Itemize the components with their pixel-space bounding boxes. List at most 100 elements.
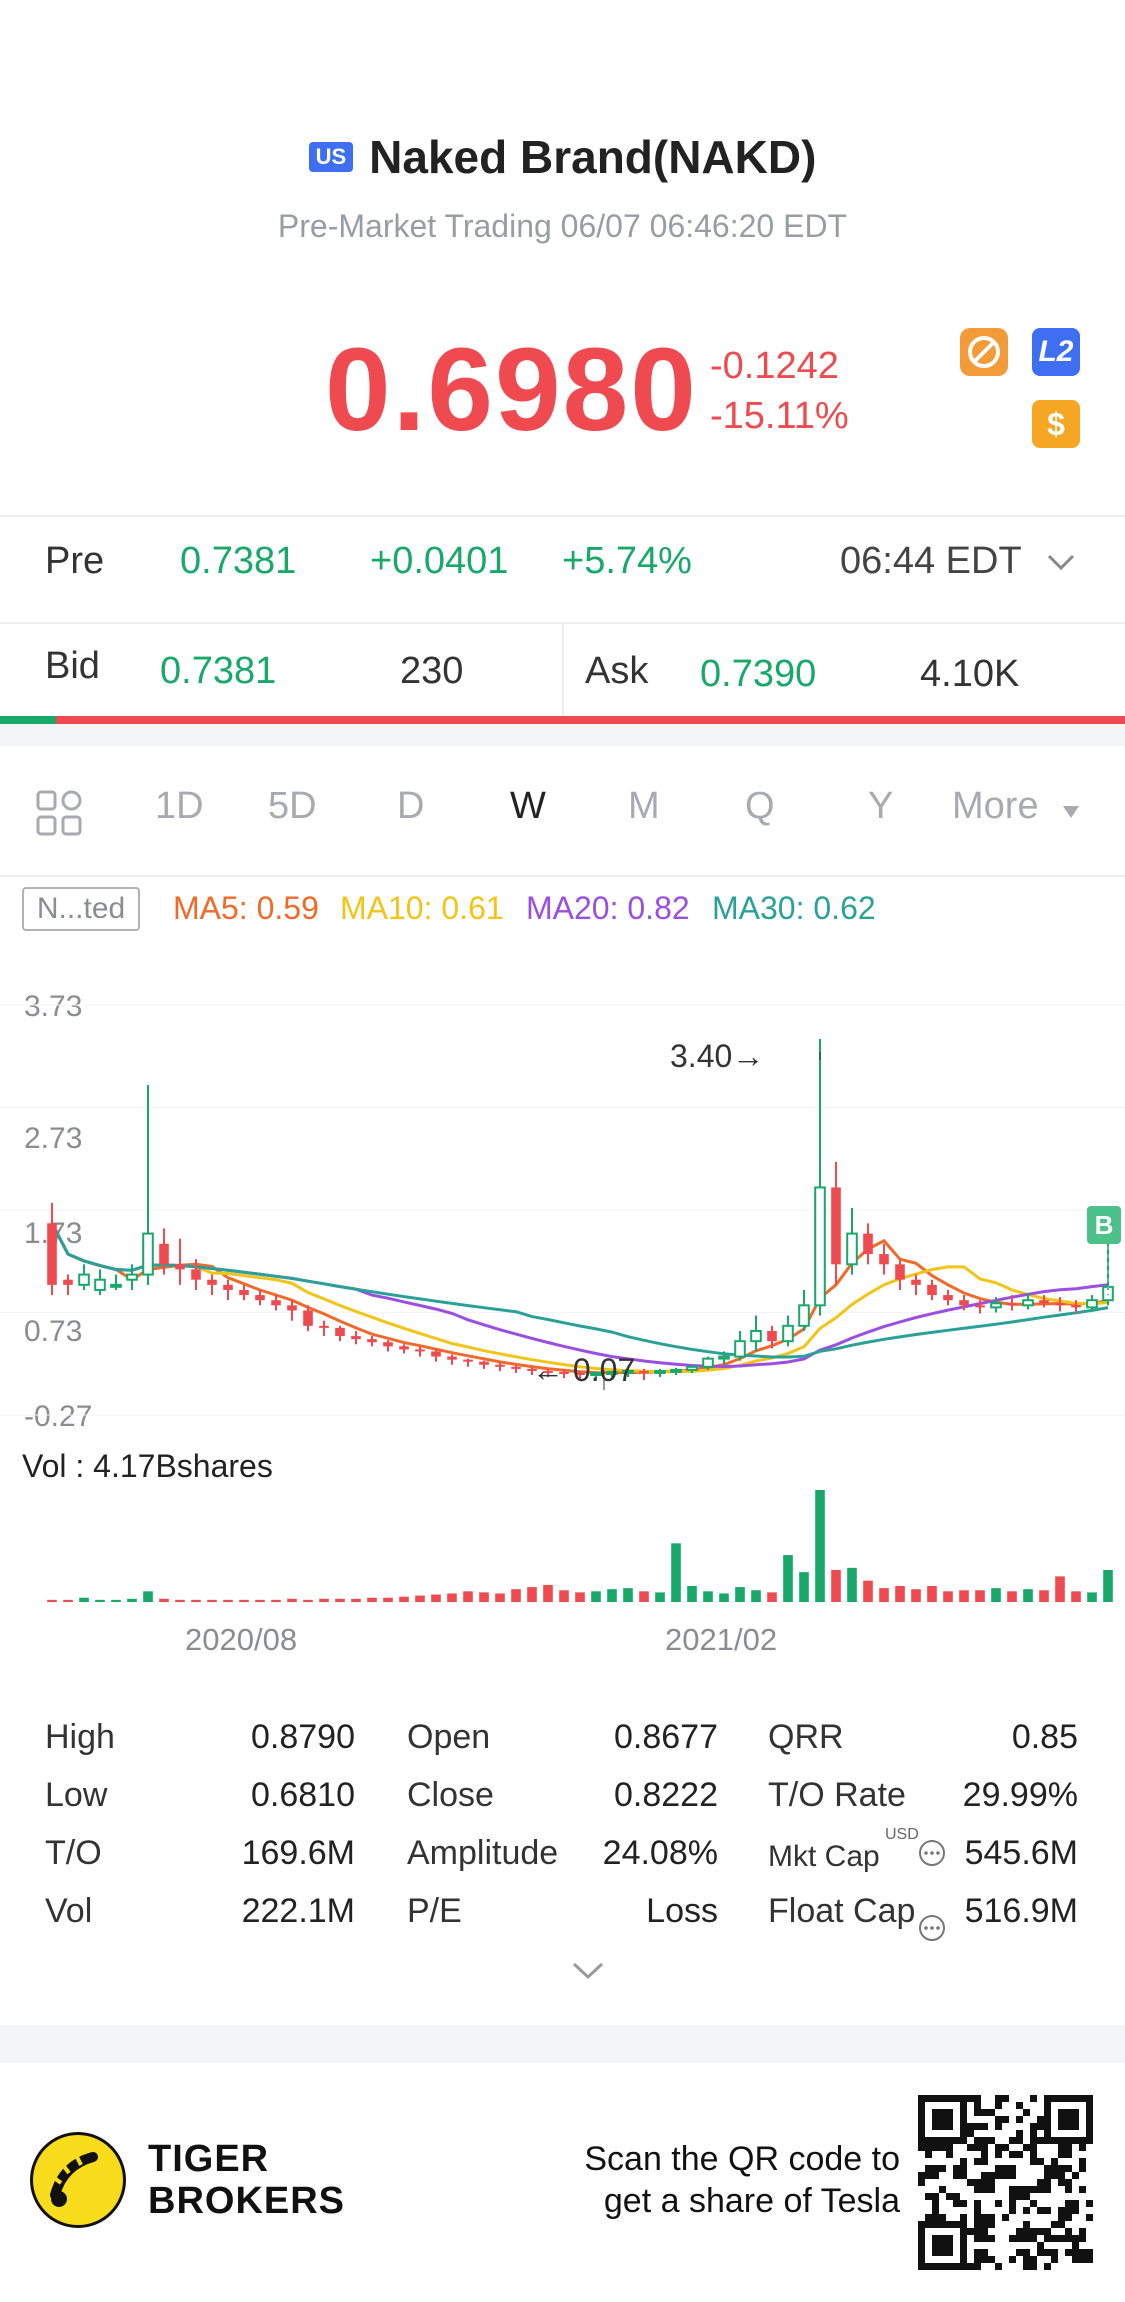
volume-bar xyxy=(783,1555,793,1602)
section-gap xyxy=(0,724,1125,746)
volume-bar xyxy=(959,1590,969,1602)
candle-body xyxy=(927,1284,937,1296)
stat-value: 0.8222 xyxy=(614,1776,718,1814)
caret-down-icon[interactable] xyxy=(1063,806,1079,818)
bid-ratio-fill xyxy=(0,716,57,724)
tab-m[interactable]: M xyxy=(628,785,660,827)
volume-bar xyxy=(1007,1591,1017,1602)
promo-line2: get a share of Tesla xyxy=(603,2182,900,2220)
volume-bar xyxy=(383,1597,393,1602)
bid-ask-separator xyxy=(562,624,564,716)
candle-body xyxy=(431,1351,441,1357)
volume-bar xyxy=(79,1597,89,1602)
volume-bar xyxy=(991,1588,1001,1602)
buy-marker[interactable]: B xyxy=(1087,1206,1121,1244)
tab-more[interactable]: More xyxy=(952,785,1039,827)
candle-body xyxy=(1039,1300,1049,1304)
divider xyxy=(0,622,1125,624)
stat-label: P/E xyxy=(407,1892,462,1930)
volume-bar xyxy=(335,1598,345,1602)
volume-bar xyxy=(175,1599,185,1602)
volume-bar xyxy=(831,1570,841,1602)
candle-body xyxy=(207,1279,217,1285)
candle-body xyxy=(110,1283,122,1288)
candle-body xyxy=(367,1339,377,1343)
pre-market-row[interactable]: Pre 0.7381 +0.0401 +5.74% 06:44 EDT xyxy=(0,540,1125,602)
stat-label: Low xyxy=(45,1776,108,1814)
candle-body xyxy=(191,1269,201,1280)
volume-bar xyxy=(207,1599,217,1602)
volume-bar xyxy=(975,1590,985,1602)
candle-body xyxy=(239,1289,249,1296)
tiger-brokers-logo xyxy=(30,2132,126,2228)
candle-body xyxy=(686,1365,698,1371)
candle-body xyxy=(271,1300,281,1306)
volume-bar xyxy=(911,1589,921,1602)
volume-bar xyxy=(799,1572,809,1602)
volume-bar xyxy=(303,1599,313,1602)
candle-body xyxy=(879,1254,889,1265)
tab-5d[interactable]: 5D xyxy=(268,785,317,827)
candle-body xyxy=(767,1330,777,1342)
stat-value: 0.85 xyxy=(1011,1718,1078,1756)
candle-body xyxy=(622,1369,634,1374)
volume-bar xyxy=(847,1567,857,1602)
volume-bar xyxy=(511,1589,521,1602)
volume-bar xyxy=(95,1599,105,1602)
candle-body xyxy=(1086,1299,1098,1309)
candle-body xyxy=(479,1361,489,1365)
chevron-down-icon[interactable] xyxy=(1045,552,1077,574)
divider xyxy=(0,515,1125,517)
info-icon[interactable] xyxy=(917,1838,947,1868)
tab-y[interactable]: Y xyxy=(868,785,894,827)
candle-body xyxy=(782,1324,794,1343)
info-icon[interactable] xyxy=(917,1913,947,1943)
volume-label: Vol : 4.17Bshares xyxy=(22,1448,273,1484)
volume-bar xyxy=(127,1598,137,1602)
candle-body xyxy=(718,1355,730,1360)
pre-label: Pre xyxy=(45,540,105,582)
volume-bar xyxy=(47,1599,57,1602)
volume-bar xyxy=(1087,1592,1097,1602)
pre-change: +0.0401 xyxy=(370,540,509,582)
volume-bar xyxy=(1023,1589,1033,1602)
volume-bar xyxy=(431,1594,441,1602)
volume-bar xyxy=(863,1580,873,1602)
expand-chevron-icon[interactable] xyxy=(570,1960,606,1982)
stat-value: 0.6810 xyxy=(251,1776,355,1814)
level2-icon[interactable]: L2 xyxy=(1032,328,1080,376)
candle-body xyxy=(1055,1303,1065,1306)
candle-body xyxy=(990,1302,1002,1309)
ask-price: 0.7390 xyxy=(700,653,817,695)
no-short-icon[interactable] xyxy=(960,328,1008,376)
volume-bar xyxy=(879,1588,889,1602)
adjust-mode-button[interactable]: N...ted xyxy=(22,887,140,931)
volume-bar xyxy=(1039,1590,1049,1602)
candle-body xyxy=(734,1340,746,1358)
session-status: Pre-Market Trading 06/07 06:46:20 EDT xyxy=(277,208,848,244)
volume-bar xyxy=(223,1599,233,1602)
stat-label: T/O Rate xyxy=(768,1776,906,1814)
tab-d[interactable]: D xyxy=(397,785,425,827)
volume-bar xyxy=(607,1589,617,1602)
candle-body xyxy=(814,1186,826,1307)
ma-line xyxy=(50,1222,1109,1369)
volume-bar xyxy=(463,1591,473,1602)
tab-1d[interactable]: 1D xyxy=(155,785,204,827)
tab-w[interactable]: W xyxy=(510,785,546,827)
price-chart[interactable] xyxy=(0,0,1125,1620)
pre-change-pct: +5.74% xyxy=(562,540,692,582)
stat-value: 169.6M xyxy=(241,1834,355,1872)
candle-body xyxy=(287,1305,297,1311)
volume-bar xyxy=(543,1584,553,1602)
candle-body xyxy=(543,1370,553,1373)
volume-bar xyxy=(351,1598,361,1602)
candle-body xyxy=(351,1336,361,1340)
volume-bar xyxy=(399,1596,409,1602)
dollar-icon[interactable]: $ xyxy=(1032,400,1080,448)
candle-body xyxy=(895,1264,905,1280)
layout-grid-icon[interactable] xyxy=(36,790,82,836)
promo-line1: Scan the QR code to xyxy=(584,2140,900,2178)
x-tick-label: 2021/02 xyxy=(665,1622,778,1657)
tab-q[interactable]: Q xyxy=(745,785,775,827)
